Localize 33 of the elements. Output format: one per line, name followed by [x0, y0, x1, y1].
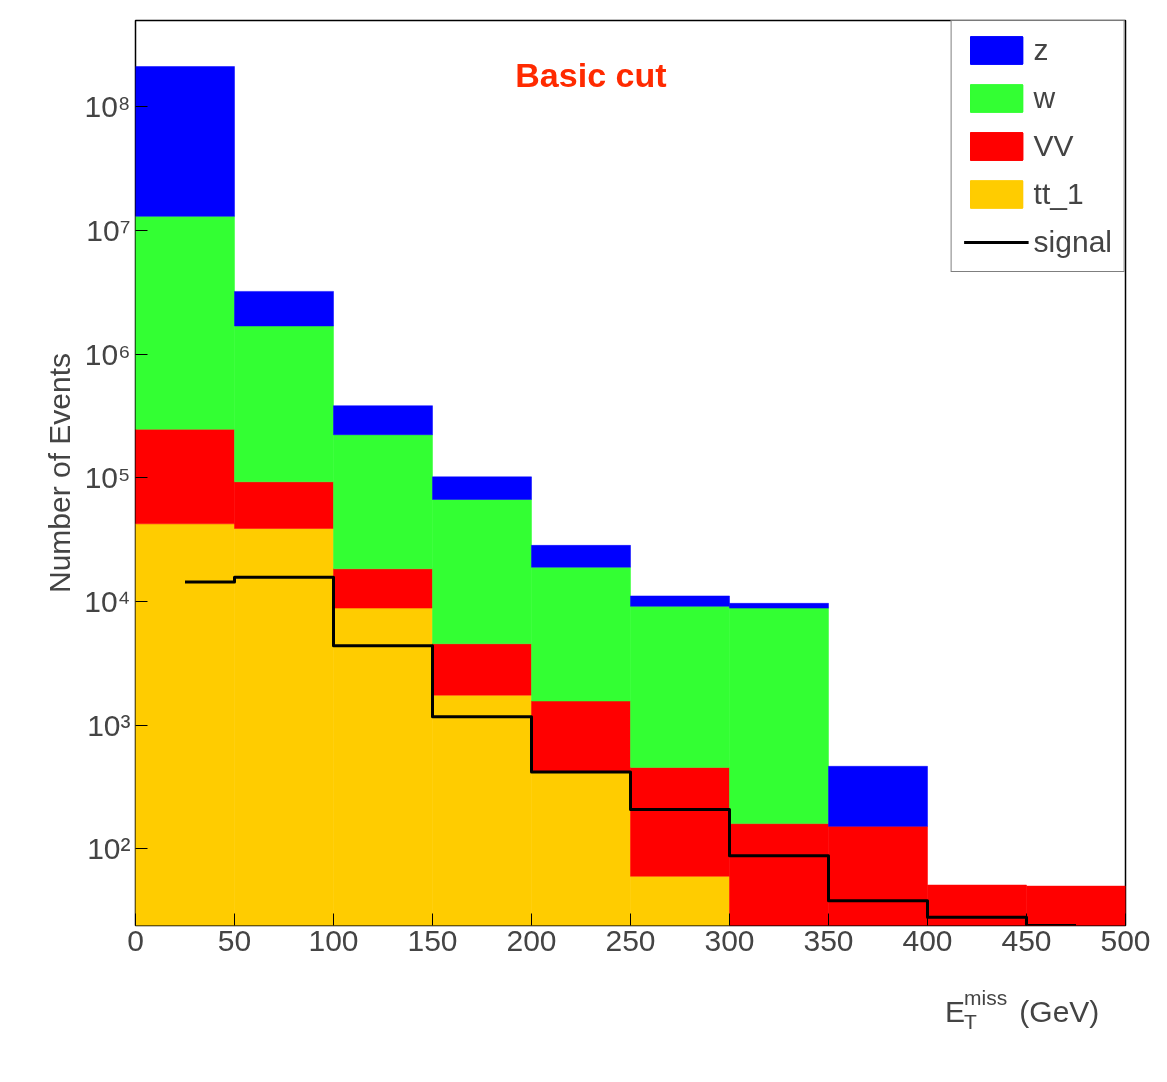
bar: [432, 476, 532, 500]
x-tick-label: 400: [902, 923, 953, 957]
x-tick-label: 0: [127, 923, 144, 957]
y-tick-label: 10²: [87, 832, 131, 866]
x-tick-label: 250: [605, 923, 656, 957]
x-tick-label: 500: [1100, 923, 1151, 957]
y-tick-label: 10⁶: [84, 337, 131, 371]
bar: [135, 66, 235, 217]
x-tick-label: 450: [1001, 923, 1052, 957]
legend-label: z: [1033, 33, 1050, 67]
legend-label: w: [1033, 81, 1056, 115]
y-tick-label: 10⁵: [84, 461, 131, 495]
y-tick-label: 10⁴: [84, 585, 131, 619]
bar: [333, 405, 433, 435]
bar: [531, 545, 631, 568]
bar: [828, 766, 928, 827]
y-axis-title: Number of Events: [43, 352, 77, 594]
x-tick-label: 150: [407, 923, 458, 957]
x-tick-label: 300: [704, 923, 755, 957]
x-tick-label: 50: [217, 923, 252, 957]
text: Basic cut: [515, 55, 667, 94]
x-tick-label: 100: [308, 923, 359, 957]
x-tick-label: 200: [506, 923, 557, 957]
bar: [432, 643, 532, 696]
x-tick-label: 350: [803, 923, 854, 957]
y-tick-label: 10³: [87, 708, 131, 742]
y-tick-label: 10⁸: [84, 90, 131, 124]
bar: [234, 291, 334, 327]
legend-label: VV: [1033, 129, 1074, 163]
legend-label: tt_1: [1033, 177, 1084, 211]
bar: [333, 568, 433, 609]
legend-label: signal: [1033, 225, 1112, 259]
y-tick-label: 10⁷: [86, 214, 131, 248]
